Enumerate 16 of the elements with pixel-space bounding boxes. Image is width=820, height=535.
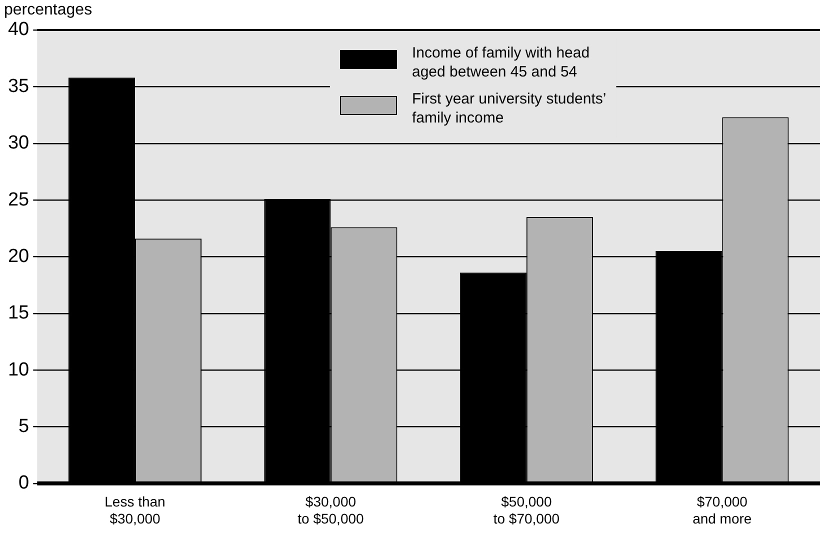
y-tick-label: 0 bbox=[18, 472, 30, 494]
x-tick-label: $50,000 to $70,000 bbox=[493, 494, 560, 526]
y-axis-title: percentages bbox=[4, 1, 92, 18]
legend-label: First year university students’ family income bbox=[412, 90, 606, 127]
y-tick-label: 35 bbox=[8, 76, 30, 97]
x-tick-label: Less than $30,000 bbox=[104, 494, 166, 526]
y-tick-label: 30 bbox=[8, 132, 30, 154]
y-tick-label: 40 bbox=[8, 19, 30, 40]
y-tick-label: 15 bbox=[8, 302, 30, 324]
x-tick-label: $70,000 and more bbox=[692, 494, 752, 526]
y-tick-label: 20 bbox=[8, 246, 30, 267]
y-tick-label: 10 bbox=[8, 359, 30, 380]
x-tick-label: $30,000 to $50,000 bbox=[298, 494, 364, 526]
y-tick-label: 5 bbox=[18, 416, 30, 437]
legend-label: Income of family with head aged between 45 and 54 bbox=[412, 44, 590, 81]
y-tick-label: 25 bbox=[8, 189, 30, 210]
